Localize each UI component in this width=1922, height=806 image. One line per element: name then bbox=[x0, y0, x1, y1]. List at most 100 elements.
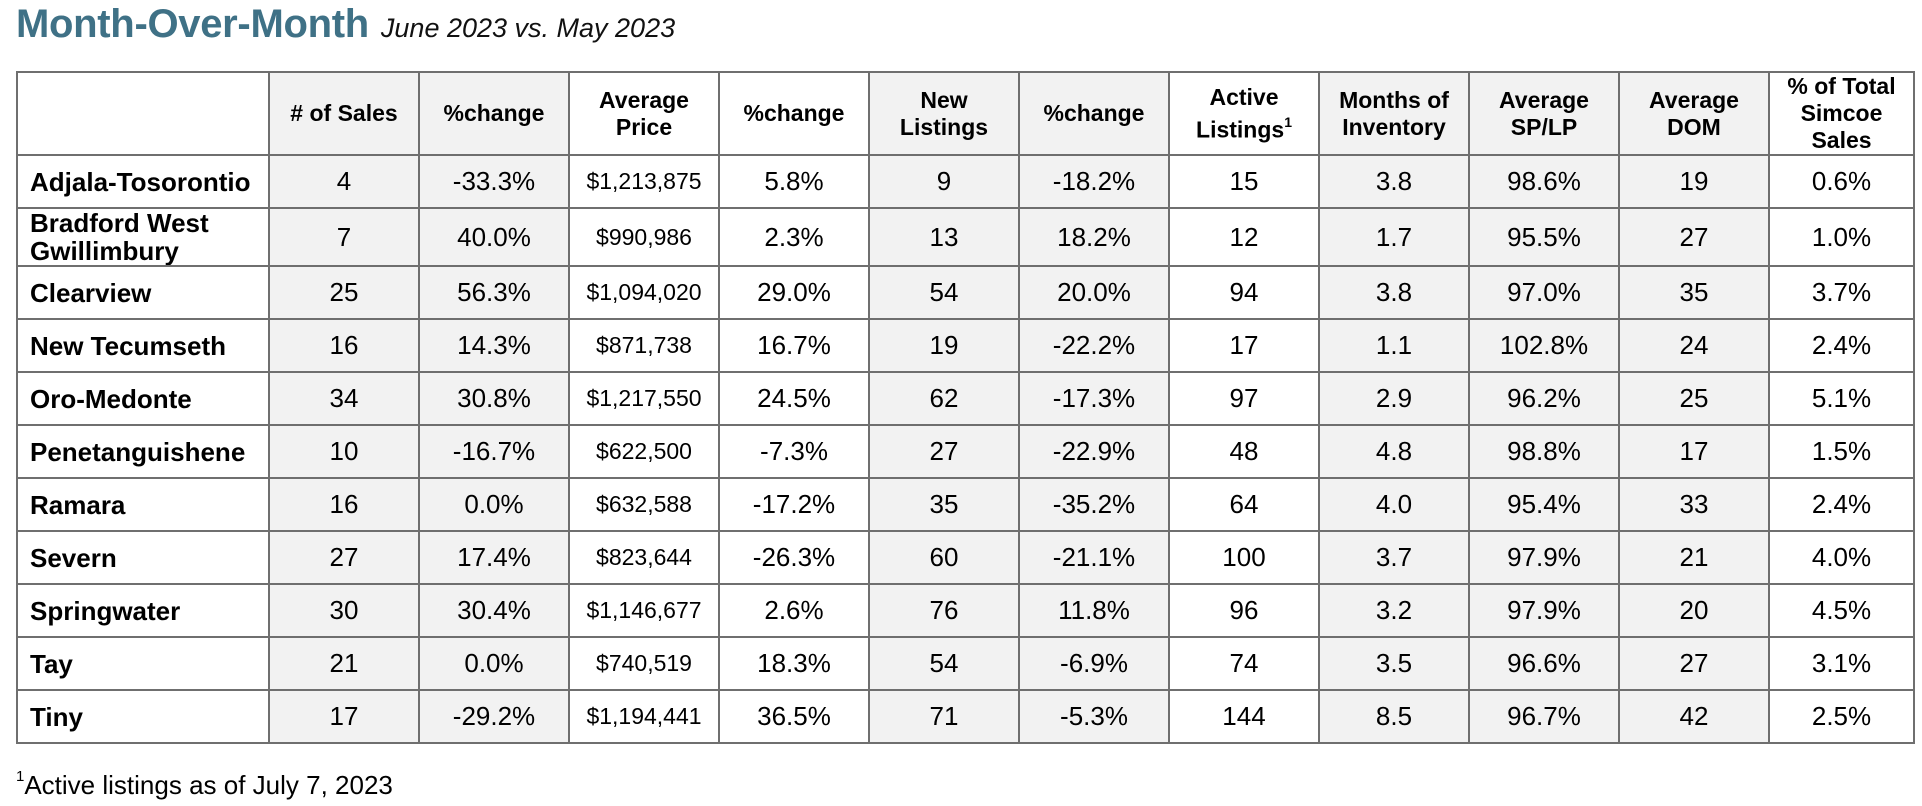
cell-total-share: 2.5% bbox=[1768, 689, 1915, 744]
cell-sales: 10 bbox=[268, 424, 420, 479]
table-row: Oro-Medonte 34 30.8% $1,217,550 24.5% 62 -17.3… bbox=[16, 371, 1915, 426]
cell-average-dom: 17 bbox=[1618, 424, 1770, 479]
cell-average-price: $871,738 bbox=[568, 318, 720, 373]
page-title: Month-Over-Month bbox=[16, 2, 369, 46]
table-row: Tay 21 0.0% $740,519 18.3% 54 -6.9% 74 3.5 96.6% 2… bbox=[16, 636, 1915, 691]
table-row: Penetanguishene 10 -16.7% $622,500 -7.3% 27 -2… bbox=[16, 424, 1915, 479]
cell-average-price: $1,213,875 bbox=[568, 154, 720, 209]
cell-average-dom: 27 bbox=[1618, 207, 1770, 267]
cell-total-share: 2.4% bbox=[1768, 477, 1915, 532]
active-listings-label: Active Listings bbox=[1196, 83, 1285, 143]
cell-area: Severn bbox=[16, 530, 270, 585]
cell-active-listings: 12 bbox=[1168, 207, 1320, 267]
cell-sales-change: 17.4% bbox=[418, 530, 570, 585]
cell-sales: 27 bbox=[268, 530, 420, 585]
cell-active-listings: 48 bbox=[1168, 424, 1320, 479]
cell-sales: 17 bbox=[268, 689, 420, 744]
header-cell-sales-change: %change bbox=[418, 71, 570, 156]
cell-new-listings: 13 bbox=[868, 207, 1020, 267]
cell-new-listings: 62 bbox=[868, 371, 1020, 426]
cell-average-price: $622,500 bbox=[568, 424, 720, 479]
cell-average-dom: 33 bbox=[1618, 477, 1770, 532]
table-row: Bradford West Gwillimbury 7 40.0% $990,986 2… bbox=[16, 207, 1915, 267]
cell-price-change: 18.3% bbox=[718, 636, 870, 691]
cell-price-change: 36.5% bbox=[718, 689, 870, 744]
cell-price-change: 24.5% bbox=[718, 371, 870, 426]
cell-price-change: 5.8% bbox=[718, 154, 870, 209]
cell-average-dom: 21 bbox=[1618, 530, 1770, 585]
cell-average-splp: 102.8% bbox=[1468, 318, 1620, 373]
page-title-row: Month-Over-Month June 2023 vs. May 2023 bbox=[16, 2, 675, 50]
cell-active-listings: 96 bbox=[1168, 583, 1320, 638]
cell-months-inventory: 1.7 bbox=[1318, 207, 1470, 267]
cell-months-inventory: 3.8 bbox=[1318, 154, 1470, 209]
cell-listings-change: 20.0% bbox=[1018, 265, 1170, 320]
month-over-month-table: # of Sales %change Average Price %change… bbox=[16, 71, 1915, 744]
cell-sales: 16 bbox=[268, 477, 420, 532]
cell-price-change: -17.2% bbox=[718, 477, 870, 532]
cell-sales: 21 bbox=[268, 636, 420, 691]
cell-area: Adjala-Tosorontio bbox=[16, 154, 270, 209]
cell-average-splp: 98.8% bbox=[1468, 424, 1620, 479]
cell-average-dom: 42 bbox=[1618, 689, 1770, 744]
cell-total-share: 5.1% bbox=[1768, 371, 1915, 426]
cell-new-listings: 71 bbox=[868, 689, 1020, 744]
cell-area: Bradford West Gwillimbury bbox=[16, 207, 270, 267]
cell-average-splp: 95.4% bbox=[1468, 477, 1620, 532]
cell-average-price: $1,217,550 bbox=[568, 371, 720, 426]
cell-active-listings: 100 bbox=[1168, 530, 1320, 585]
cell-total-share: 4.5% bbox=[1768, 583, 1915, 638]
cell-sales: 34 bbox=[268, 371, 420, 426]
cell-listings-change: 18.2% bbox=[1018, 207, 1170, 267]
cell-listings-change: -22.9% bbox=[1018, 424, 1170, 479]
table-row: New Tecumseth 16 14.3% $871,738 16.7% 19 -22.2… bbox=[16, 318, 1915, 373]
footnote-marker: 1 bbox=[16, 768, 25, 786]
cell-sales-change: 0.0% bbox=[418, 636, 570, 691]
cell-sales-change: -16.7% bbox=[418, 424, 570, 479]
cell-months-inventory: 2.9 bbox=[1318, 371, 1470, 426]
cell-sales-change: 14.3% bbox=[418, 318, 570, 373]
cell-new-listings: 76 bbox=[868, 583, 1020, 638]
cell-listings-change: -17.3% bbox=[1018, 371, 1170, 426]
cell-average-splp: 96.6% bbox=[1468, 636, 1620, 691]
cell-active-listings: 94 bbox=[1168, 265, 1320, 320]
cell-months-inventory: 4.0 bbox=[1318, 477, 1470, 532]
cell-listings-change: -22.2% bbox=[1018, 318, 1170, 373]
cell-active-listings: 64 bbox=[1168, 477, 1320, 532]
footnote-text: Active listings as of July 7, 2023 bbox=[24, 770, 393, 800]
cell-new-listings: 54 bbox=[868, 265, 1020, 320]
cell-new-listings: 35 bbox=[868, 477, 1020, 532]
footnote-marker: 1 bbox=[1284, 113, 1292, 130]
cell-price-change: 2.3% bbox=[718, 207, 870, 267]
cell-sales: 4 bbox=[268, 154, 420, 209]
header-cell-listings-change: %change bbox=[1018, 71, 1170, 156]
cell-new-listings: 54 bbox=[868, 636, 1020, 691]
cell-average-price: $632,588 bbox=[568, 477, 720, 532]
cell-area: Oro-Medonte bbox=[16, 371, 270, 426]
header-cell-total-share: % of Total Simcoe Sales bbox=[1768, 71, 1915, 156]
cell-months-inventory: 1.1 bbox=[1318, 318, 1470, 373]
table-row: Ramara 16 0.0% $632,588 -17.2% 35 -35.2% 64 4.0 9… bbox=[16, 477, 1915, 532]
cell-sales: 25 bbox=[268, 265, 420, 320]
header-cell-months-inventory: Months of Inventory bbox=[1318, 71, 1470, 156]
cell-sales-change: 56.3% bbox=[418, 265, 570, 320]
cell-months-inventory: 3.5 bbox=[1318, 636, 1470, 691]
table-header-row: # of Sales %change Average Price %change… bbox=[16, 71, 1915, 156]
cell-average-dom: 20 bbox=[1618, 583, 1770, 638]
cell-sales-change: 30.8% bbox=[418, 371, 570, 426]
cell-active-listings: 74 bbox=[1168, 636, 1320, 691]
cell-area: Springwater bbox=[16, 583, 270, 638]
cell-sales-change: 0.0% bbox=[418, 477, 570, 532]
footnote: 1Active listings as of July 7, 2023 bbox=[16, 768, 393, 801]
cell-average-price: $1,194,441 bbox=[568, 689, 720, 744]
cell-listings-change: -21.1% bbox=[1018, 530, 1170, 585]
cell-months-inventory: 3.2 bbox=[1318, 583, 1470, 638]
cell-average-price: $1,094,020 bbox=[568, 265, 720, 320]
cell-months-inventory: 4.8 bbox=[1318, 424, 1470, 479]
cell-total-share: 4.0% bbox=[1768, 530, 1915, 585]
header-cell-average-splp: Average SP/LP bbox=[1468, 71, 1620, 156]
cell-sales-change: 40.0% bbox=[418, 207, 570, 267]
header-cell-price-change: %change bbox=[718, 71, 870, 156]
cell-listings-change: -18.2% bbox=[1018, 154, 1170, 209]
table-body: Adjala-Tosorontio 4 -33.3% $1,213,875 5.8% 9-… bbox=[16, 154, 1915, 744]
